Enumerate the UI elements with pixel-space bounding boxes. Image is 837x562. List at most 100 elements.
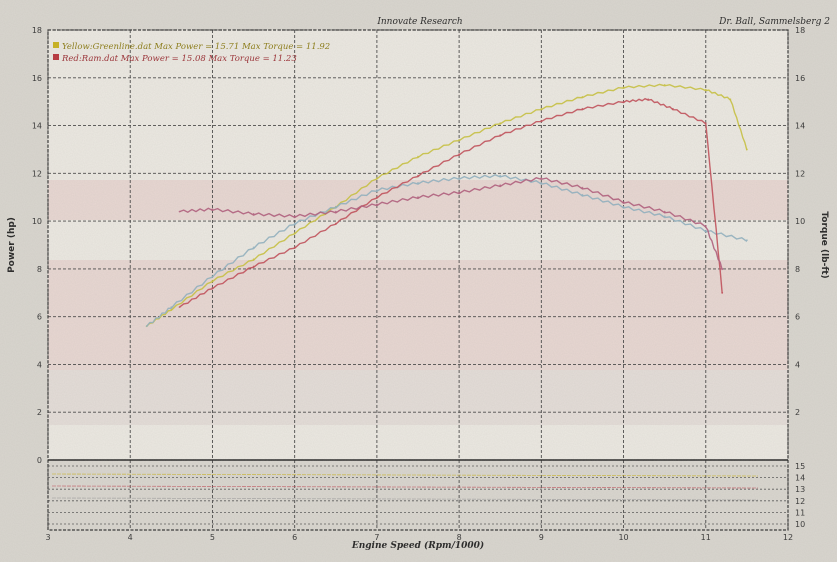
- x-axis-label: Engine Speed (Rpm/1000): [351, 540, 484, 551]
- y-tick-label-left: 12: [32, 169, 42, 178]
- x-tick-label: 5: [210, 533, 215, 542]
- series-point: [704, 88, 707, 91]
- series-line: [146, 174, 748, 327]
- series-point: [704, 122, 707, 125]
- series-line: [179, 97, 723, 308]
- afr-tick-label: 12: [795, 497, 805, 506]
- plot-frame: [47, 29, 789, 531]
- x-tick-label: 6: [292, 533, 297, 542]
- y-tick-label-right: 8: [795, 265, 800, 274]
- series-point: [663, 215, 666, 218]
- series-point: [417, 174, 419, 177]
- series-point: [458, 177, 460, 180]
- y-tick-label-left: 2: [37, 408, 42, 417]
- x-tick-label: 4: [128, 533, 133, 542]
- series-point: [334, 222, 337, 225]
- y-tick-label-left: 18: [32, 26, 42, 35]
- y-tick-label-right: 12: [795, 169, 805, 178]
- series-point: [540, 182, 543, 184]
- series-point: [622, 100, 625, 103]
- series-point: [417, 196, 419, 199]
- legend-entry-red: Red:Ram.dat Max Power = 15.08 Max Torque…: [61, 54, 297, 64]
- series-point: [721, 291, 724, 294]
- series-point: [622, 86, 625, 89]
- x-tick-label: 3: [45, 533, 50, 542]
- afr-tick-label: 15: [795, 462, 805, 471]
- y-tick-label-right: 14: [795, 122, 805, 131]
- series-point: [417, 155, 419, 158]
- y-tick-label-right: 2: [795, 408, 800, 417]
- series-point: [334, 210, 337, 213]
- afr-tick-label: 13: [795, 485, 805, 494]
- series-point: [647, 98, 650, 101]
- series-point: [458, 191, 460, 194]
- y-tick-label-left: 10: [32, 217, 42, 226]
- series-point: [145, 325, 148, 328]
- y-tick-label-right: 10: [795, 217, 805, 226]
- series-point: [178, 210, 181, 213]
- series-point: [211, 208, 214, 211]
- series-point: [293, 232, 296, 235]
- y-tick-label-right: 6: [795, 313, 800, 322]
- series-point: [458, 139, 460, 141]
- chart-title: Innovate Research: [376, 17, 462, 27]
- afr-trace: [51, 473, 759, 477]
- y-tick-label-right: 4: [795, 360, 800, 369]
- series-point: [581, 96, 584, 98]
- afr-tick-label: 10: [795, 520, 805, 529]
- x-tick-label: 10: [618, 533, 628, 542]
- series-point: [293, 222, 296, 225]
- series-point: [211, 279, 214, 282]
- series-point: [729, 98, 732, 101]
- x-tick-label: 7: [374, 533, 379, 542]
- series-point: [293, 215, 296, 218]
- series-point: [211, 287, 214, 289]
- series-point: [540, 177, 543, 180]
- afr-trace: [51, 497, 759, 501]
- series-point: [581, 107, 584, 110]
- plot-background: [48, 30, 788, 460]
- x-tick-label: 9: [539, 533, 544, 542]
- series-point: [540, 107, 543, 110]
- y-tick-label-right: 18: [795, 26, 805, 35]
- y-tick-label-left: 14: [32, 122, 42, 131]
- legend-swatch-yellow: [53, 42, 59, 48]
- series-point: [704, 229, 707, 232]
- series-point: [178, 306, 181, 308]
- series-point: [721, 268, 724, 270]
- series-point: [252, 213, 255, 215]
- series-point: [746, 148, 748, 151]
- series-point: [581, 193, 584, 196]
- series-point: [376, 203, 378, 206]
- series-point: [499, 134, 502, 137]
- y-tick-label-left: 0: [37, 456, 42, 465]
- series-point: [211, 275, 214, 277]
- series-point: [376, 196, 378, 199]
- series-point: [581, 186, 584, 189]
- series-point: [458, 153, 460, 156]
- series-point: [252, 258, 255, 261]
- afr-tick-label: 14: [795, 474, 805, 483]
- series-point: [663, 210, 666, 213]
- legend-swatch-red: [53, 54, 59, 60]
- series-point: [252, 265, 255, 268]
- y-axis-label-right: Torque (lb-ft): [819, 211, 829, 278]
- afr-tick-label: 11: [795, 508, 805, 517]
- series-point: [417, 182, 419, 184]
- ticks-layer: 3456789101112024681012141618246810121416…: [32, 26, 805, 542]
- series-point: [672, 107, 674, 110]
- y-axis-label: Power (hp): [7, 217, 17, 273]
- series-point: [170, 306, 173, 308]
- series-point: [663, 84, 666, 86]
- series-point: [293, 246, 296, 249]
- series-layer: [145, 83, 748, 328]
- afr-panel: [48, 465, 788, 525]
- series-point: [170, 308, 173, 311]
- legend: Yellow:Greenline.dat Max Power = 15.71 M…: [53, 42, 330, 64]
- series-point: [499, 122, 502, 125]
- series-point: [704, 225, 707, 227]
- legend-entry-yellow: Yellow:Greenline.dat Max Power = 15.71 M…: [62, 42, 330, 52]
